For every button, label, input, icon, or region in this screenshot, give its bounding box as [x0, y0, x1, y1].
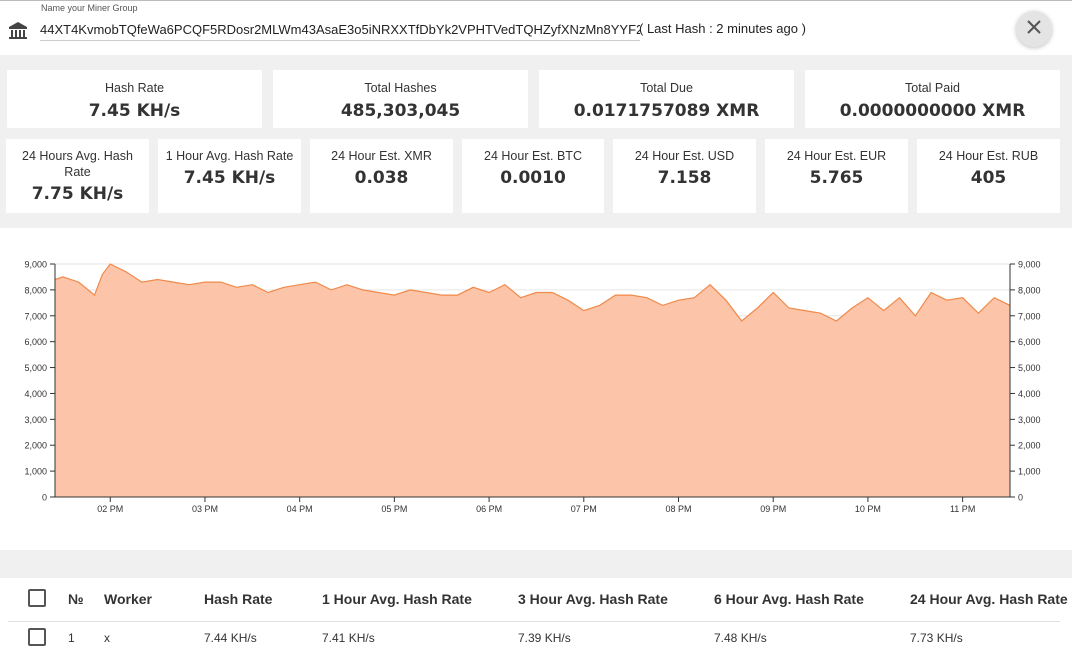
stat-label: 24 Hour Est. BTC: [484, 149, 582, 163]
column-header-number: №: [68, 591, 84, 607]
x-tick-label: 07 PM: [571, 504, 597, 514]
stat-card-24h-est-eur: 24 Hour Est. EUR 5.765: [765, 139, 908, 213]
stat-label: Total Due: [640, 81, 693, 95]
column-header-3h-avg[interactable]: 3 Hour Avg. Hash Rate: [518, 591, 668, 607]
stat-label: Total Hashes: [364, 81, 437, 95]
hash-rate-chart-svg: 0 0 1,000 1,000 2,000 2,000 3,000 3,000 4,000 4,0…: [24, 260, 1041, 515]
y-tick-label-right: 5,000: [1018, 363, 1041, 373]
close-icon: [1026, 19, 1042, 40]
stat-card-24h-est-btc: 24 Hour Est. BTC 0.0010: [462, 139, 604, 213]
hash-rate-area: [55, 264, 1010, 497]
y-tick-label-right: 1,000: [1018, 467, 1041, 477]
y-tick-label-right: 7,000: [1018, 311, 1041, 321]
row-hash-rate: 7.44 KH/s: [204, 631, 257, 645]
x-tick-label: 08 PM: [666, 504, 692, 514]
stat-label: Hash Rate: [104, 81, 165, 95]
y-tick-label-right: 9,000: [1018, 260, 1041, 270]
workers-table: № Worker Hash Rate 1 Hour Avg. Hash Rate…: [0, 578, 1072, 648]
y-tick-label-right: 3,000: [1018, 415, 1041, 425]
stat-label: 24 Hour Est. USD: [634, 149, 735, 163]
select-all-checkbox[interactable]: [28, 589, 46, 607]
stat-label: Total Paid: [905, 81, 960, 95]
x-tick-label: 03 PM: [192, 504, 218, 514]
row-checkbox[interactable]: [28, 628, 46, 646]
y-tick-label-left: 5,000: [24, 363, 47, 373]
y-tick-label-left: 3,000: [24, 415, 47, 425]
stat-value: 405: [970, 168, 1007, 188]
y-tick-label-right: 4,000: [1018, 389, 1041, 399]
miner-group-field-label: Name your Miner Group: [41, 3, 138, 13]
miner-group-address-input[interactable]: [40, 19, 640, 41]
stat-card-total-due: Total Due 0.0171757089 XMR: [539, 70, 794, 128]
stat-value: 0.0171757089 XMR: [573, 101, 760, 121]
stat-value: 0.038: [354, 168, 409, 188]
x-tick-label: 04 PM: [287, 504, 313, 514]
close-button[interactable]: [1016, 11, 1052, 47]
hash-rate-line: [54, 263, 1011, 322]
column-header-6h-avg[interactable]: 6 Hour Avg. Hash Rate: [714, 591, 864, 607]
stat-value: 5.765: [809, 168, 864, 188]
x-tick-label: 05 PM: [381, 504, 407, 514]
stat-card-24h-avg-hash-rate: 24 Hours Avg. Hash Rate 7.75 KH/s: [6, 139, 149, 213]
row-3h-avg: 7.39 KH/s: [518, 631, 571, 645]
x-tick-label: 11 PM: [950, 504, 975, 514]
y-tick-label-left: 9,000: [24, 260, 47, 270]
stat-card-24h-est-xmr: 24 Hour Est. XMR 0.038: [310, 139, 453, 213]
stat-card-24h-est-rub: 24 Hour Est. RUB 405: [917, 139, 1060, 213]
y-tick-label-left: 8,000: [24, 285, 47, 295]
bank-icon: [8, 21, 28, 41]
stat-value: 0.0000000000 XMR: [839, 101, 1026, 121]
hash-rate-chart: 0 0 1,000 1,000 2,000 2,000 3,000 3,000 4,000 4,0…: [0, 228, 1072, 550]
row-number: 1: [68, 631, 75, 645]
stat-card-total-hashes: Total Hashes 485,303,045: [273, 70, 528, 128]
row-1h-avg: 7.41 KH/s: [322, 631, 375, 645]
column-header-hash-rate[interactable]: Hash Rate: [204, 591, 273, 607]
y-tick-label-right: 6,000: [1018, 337, 1041, 347]
y-tick-label-left: 1,000: [24, 467, 47, 477]
stat-label: 24 Hour Est. EUR: [786, 149, 887, 163]
x-tick-label: 09 PM: [760, 504, 786, 514]
stat-label: 24 Hour Est. XMR: [331, 149, 432, 163]
stat-card-1h-avg-hash-rate: 1 Hour Avg. Hash Rate 7.45 KH/s: [158, 139, 301, 213]
stat-value: 7.45 KH/s: [183, 168, 276, 188]
stat-label: 24 Hour Est. RUB: [938, 149, 1039, 163]
stat-value: 0.0010: [500, 168, 566, 188]
y-tick-label-left: 6,000: [24, 337, 47, 347]
y-tick-label-left: 0: [42, 493, 47, 503]
last-hash-status: ( Last Hash : 2 minutes ago ): [639, 21, 806, 36]
stat-value: 7.75 KH/s: [31, 184, 124, 204]
stat-card-hash-rate: Hash Rate 7.45 KH/s: [7, 70, 262, 128]
miner-group-header: Name your Miner Group ( Last Hash : 2 mi…: [0, 0, 1072, 55]
y-tick-label-right: 0: [1018, 493, 1023, 503]
stat-card-total-paid: Total Paid 0.0000000000 XMR: [805, 70, 1060, 128]
y-tick-label-left: 2,000: [24, 441, 47, 451]
stat-label: 1 Hour Avg. Hash Rate: [165, 149, 294, 163]
stat-value: 485,303,045: [340, 101, 461, 121]
column-header-24h-avg[interactable]: 24 Hour Avg. Hash Rate: [910, 591, 1068, 607]
stat-value: 7.158: [657, 168, 712, 188]
row-divider: [8, 621, 1060, 622]
row-6h-avg: 7.48 KH/s: [714, 631, 767, 645]
row-worker-name: x: [104, 631, 110, 645]
column-header-1h-avg[interactable]: 1 Hour Avg. Hash Rate: [322, 591, 472, 607]
row-24h-avg: 7.73 KH/s: [910, 631, 963, 645]
y-tick-label-left: 4,000: [24, 389, 47, 399]
y-tick-label-right: 8,000: [1018, 285, 1041, 295]
stat-label: 24 Hours Avg. Hash Rate: [22, 149, 133, 179]
y-tick-label-left: 7,000: [24, 311, 47, 321]
x-tick-label: 02 PM: [97, 504, 123, 514]
y-tick-label-right: 2,000: [1018, 441, 1041, 451]
x-tick-label: 10 PM: [855, 504, 881, 514]
x-tick-label: 06 PM: [476, 504, 502, 514]
stat-value: 7.45 KH/s: [88, 101, 181, 121]
column-header-worker[interactable]: Worker: [104, 591, 152, 607]
stat-card-24h-est-usd: 24 Hour Est. USD 7.158: [613, 139, 756, 213]
